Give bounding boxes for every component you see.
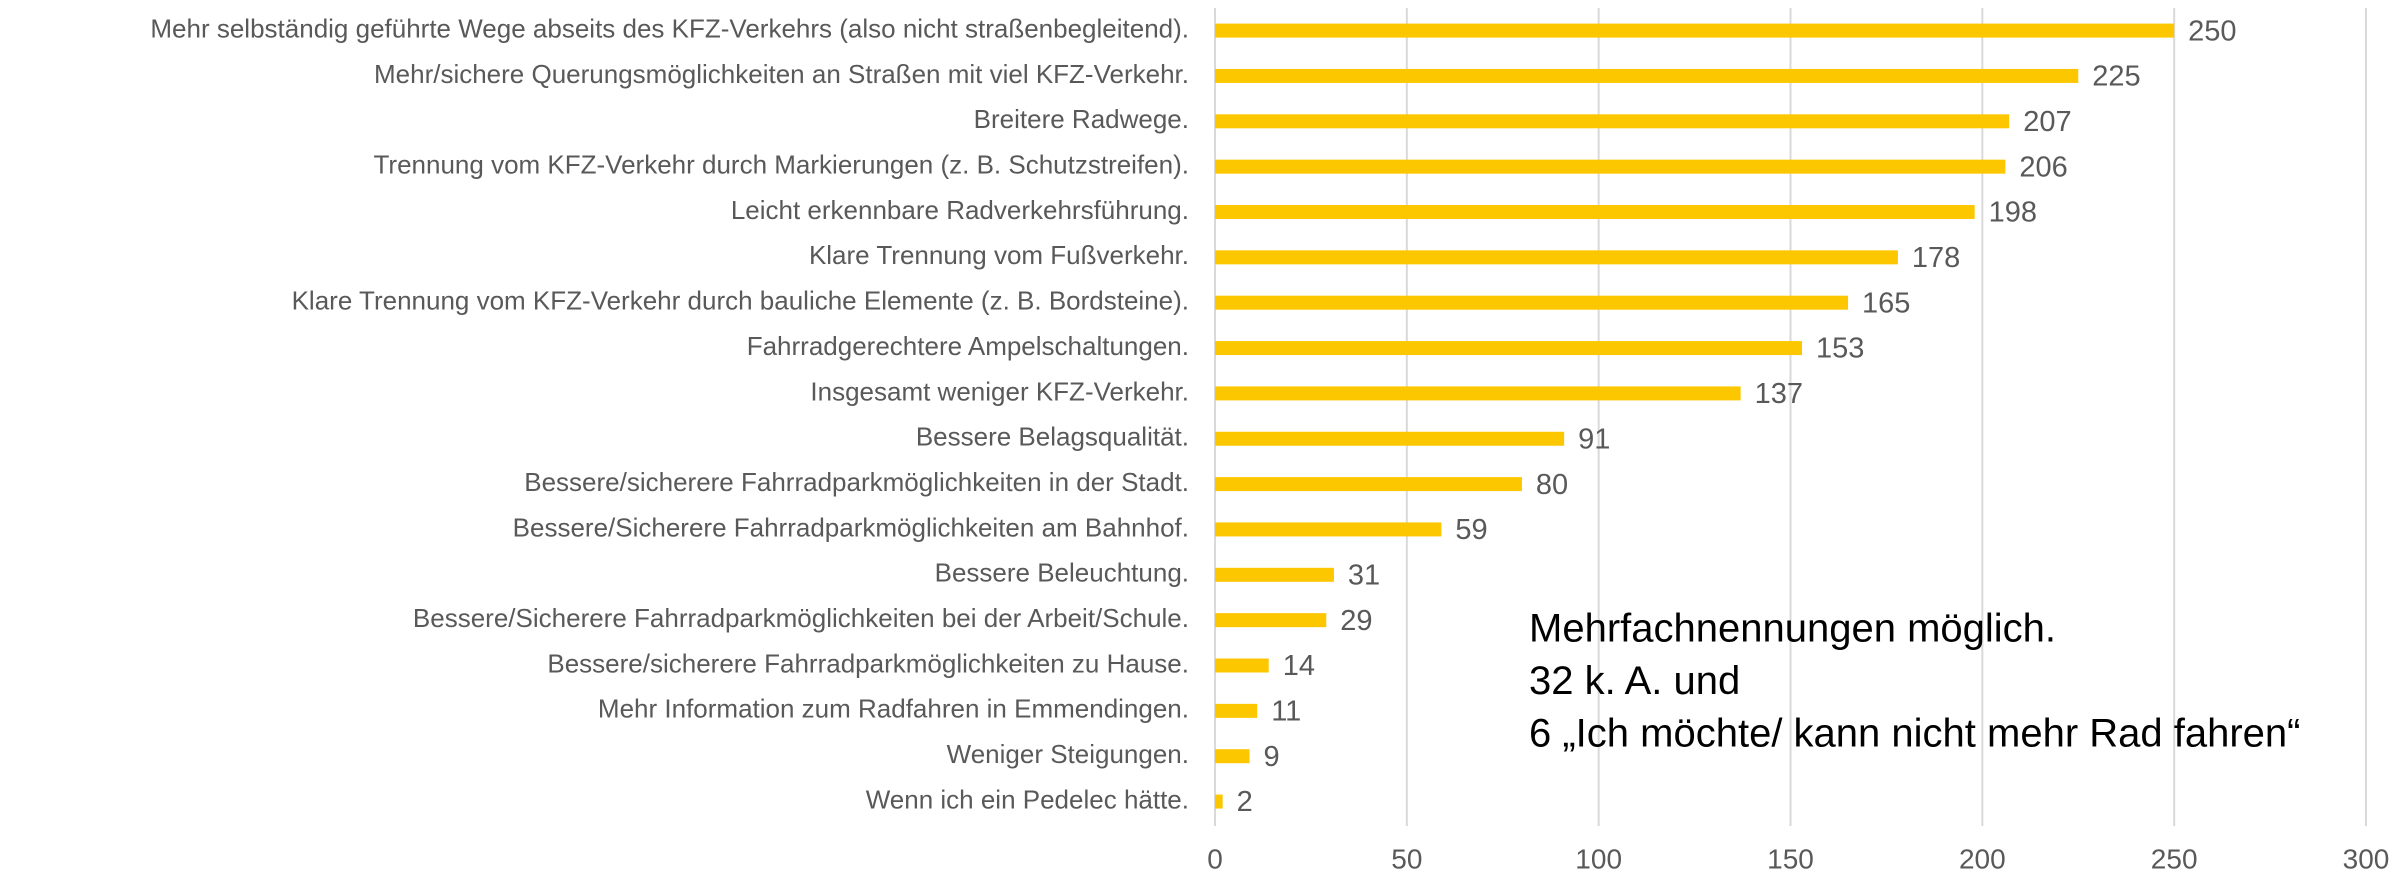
bar: [1215, 658, 1269, 673]
annotation: 6 „Ich möchte/ kann nicht mehr Rad fahre…: [1529, 712, 2300, 756]
y-tick-label: Klare Trennung vom Fußverkehr.: [809, 240, 1189, 270]
value-label: 2: [1237, 786, 1253, 818]
bar: [1215, 477, 1522, 492]
x-tick-label: 200: [1959, 843, 2006, 874]
value-label: 225: [2092, 61, 2140, 93]
y-tick-label: Mehr selbständig geführte Wege abseits d…: [150, 13, 1189, 43]
y-tick-label: Bessere/Sicherere Fahrradparkmöglichkeit…: [513, 512, 1189, 542]
y-tick-label: Trennung vom KFZ-Verkehr durch Markierun…: [374, 150, 1189, 180]
value-label: 153: [1816, 333, 1864, 365]
value-label: 178: [1912, 242, 1960, 274]
value-label: 198: [1989, 197, 2037, 229]
bar: [1215, 386, 1741, 401]
y-tick-label: Weniger Steigungen.: [947, 739, 1189, 769]
bar: [1215, 114, 2010, 129]
y-tick-label: Leicht erkennbare Radverkehrsführung.: [731, 195, 1189, 225]
y-tick-label: Mehr Information zum Radfahren in Emmend…: [598, 694, 1189, 724]
x-tick-label: 300: [2343, 843, 2390, 874]
y-tick-label: Bessere/sicherere Fahrradparkmöglichkeit…: [524, 467, 1189, 497]
x-tick-label: 50: [1391, 843, 1422, 874]
x-tick-label: 100: [1575, 843, 1622, 874]
y-tick-label: Breitere Radwege.: [974, 104, 1189, 134]
y-tick-label: Insgesamt weniger KFZ-Verkehr.: [810, 376, 1189, 406]
bar: [1215, 703, 1258, 718]
bar: [1215, 567, 1334, 582]
x-tick-label: 150: [1767, 843, 1814, 874]
value-label: 165: [1862, 287, 1910, 319]
value-label: 11: [1271, 696, 1301, 728]
bar: [1215, 749, 1250, 764]
annotation: Mehrfachnennungen möglich.: [1529, 607, 2056, 651]
annotation: 32 k. A. und: [1529, 659, 1740, 703]
value-label: 206: [2019, 151, 2067, 183]
bar: [1215, 250, 1898, 265]
y-tick-label: Fahrradgerechtere Ampelschaltungen.: [747, 331, 1189, 361]
y-tick-label: Klare Trennung vom KFZ-Verkehr durch bau…: [292, 286, 1189, 316]
y-tick-label: Mehr/sichere Querungsmöglichkeiten an St…: [374, 59, 1189, 89]
value-label: 207: [2023, 106, 2071, 138]
bar: [1215, 522, 1442, 537]
value-label: 31: [1348, 559, 1380, 591]
value-label: 29: [1340, 605, 1372, 637]
bar: [1215, 295, 1849, 310]
y-tick-label: Bessere Beleuchtung.: [935, 558, 1189, 588]
bar: [1215, 205, 1975, 219]
value-label: 250: [2188, 15, 2236, 47]
y-tick-label: Bessere/Sicherere Fahrradparkmöglichkeit…: [413, 603, 1189, 633]
x-tick-label: 250: [2151, 843, 2198, 874]
y-tick-label: Wenn ich ein Pedelec hätte.: [866, 784, 1189, 814]
bar: [1215, 431, 1565, 446]
value-label: 80: [1536, 469, 1568, 501]
y-tick-label: Bessere/sicherere Fahrradparkmöglichkeit…: [547, 648, 1189, 678]
value-label: 14: [1283, 650, 1315, 682]
value-label: 59: [1455, 514, 1487, 546]
value-label: 9: [1264, 741, 1280, 773]
bar: [1215, 794, 1223, 809]
x-tick-label: 0: [1207, 843, 1223, 874]
bar: [1215, 613, 1327, 628]
bar: [1215, 68, 2079, 83]
value-label: 137: [1755, 378, 1803, 410]
value-label: 91: [1578, 423, 1610, 455]
bar: [1215, 341, 1803, 356]
bar: [1215, 159, 2006, 174]
y-tick-label: Bessere Belagsqualität.: [916, 422, 1189, 452]
bar: [1215, 23, 2175, 38]
